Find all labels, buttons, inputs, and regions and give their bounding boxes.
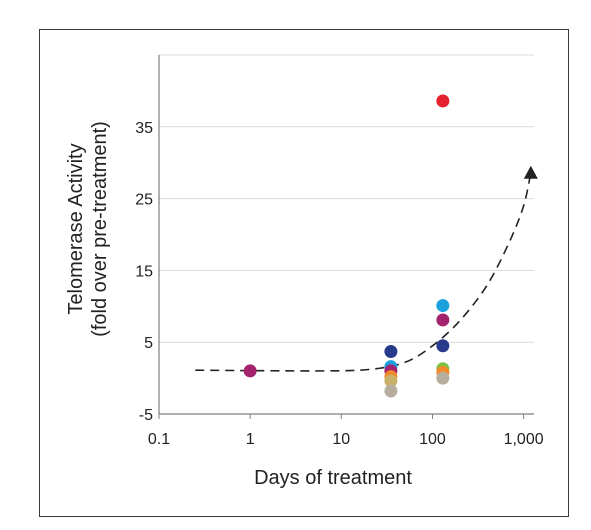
- y-axis-label-line1: Telomerase Activity: [65, 143, 87, 314]
- chart-frame: [39, 29, 569, 517]
- x-tick-label: 100: [419, 431, 446, 448]
- y-axis-label-line2: (fold over pre-treatment): [89, 121, 111, 337]
- data-point: [436, 313, 450, 327]
- x-tick-label: 10: [332, 431, 350, 448]
- y-tick-label: 25: [135, 192, 153, 209]
- data-point: [436, 339, 450, 353]
- data-point: [436, 94, 450, 108]
- y-tick-label: -5: [139, 407, 153, 424]
- y-tick-label: 35: [135, 120, 153, 137]
- data-point: [436, 299, 450, 313]
- data-point: [436, 371, 450, 385]
- y-tick-label: 5: [144, 335, 153, 352]
- data-point: [384, 384, 398, 398]
- x-tick-label: 1,000: [504, 431, 544, 448]
- trend-curve-dashed: [195, 172, 532, 372]
- x-tick-label: 0.1: [148, 431, 170, 448]
- data-point: [243, 364, 257, 378]
- data-point: [384, 345, 398, 359]
- data-point: [384, 374, 398, 388]
- y-tick-label: 15: [135, 263, 153, 280]
- trend-arrowhead: [523, 165, 538, 179]
- x-tick-label: 1: [246, 431, 255, 448]
- x-axis-label: Days of treatment: [254, 467, 412, 489]
